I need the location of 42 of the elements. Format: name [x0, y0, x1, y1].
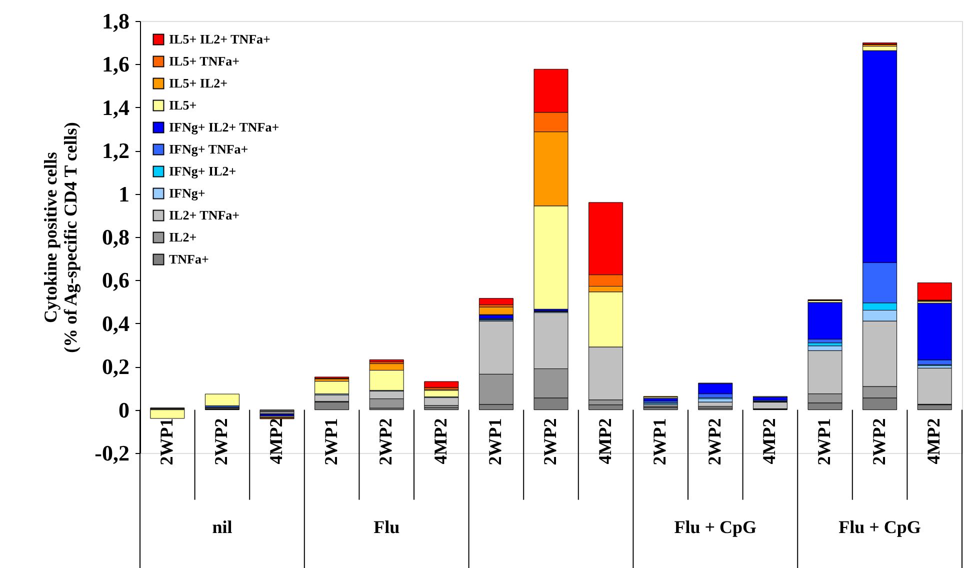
y-tick-label: 1,2 [102, 138, 130, 164]
x-tick-label: 4MP2 [594, 418, 615, 464]
y-tick-label: 1,6 [102, 52, 130, 77]
legend-label: IFNg+ IL2+ TNFa+ [169, 120, 280, 134]
y-tick-label: 0,8 [102, 224, 130, 250]
x-tick-label: 2WP1 [650, 418, 670, 466]
x-tick-label: 4MP2 [430, 418, 450, 464]
x-tick-label: 2WP2 [704, 418, 724, 466]
x-tick-label: 2WP2 [540, 418, 560, 466]
legend-label: IL5+ [169, 98, 197, 112]
legend-label: IL2+ TNFa+ [169, 208, 240, 222]
x-tick-label: 4MP2 [759, 418, 780, 464]
x-tick-label: 4MP2 [266, 418, 286, 464]
x-tick-label: 2WP1 [156, 418, 176, 466]
x-tick-label: 2WP2 [868, 418, 889, 466]
text: nil [212, 517, 232, 537]
y-tick-label: 1,8 [102, 8, 130, 34]
legend-label: IFNg+ IL2+ [169, 164, 236, 178]
y-axis-title: Cytokine positive cells (% of Ag-specific CD4 T cells) [40, 122, 81, 353]
x-tick-label: 4MP2 [924, 418, 944, 464]
legend-label: IL5+ TNFa+ [169, 54, 240, 68]
x-tick-label: 2WP1 [814, 418, 834, 466]
y-tick-label: 1 [118, 181, 130, 206]
y-tick-label: 0,6 [102, 268, 130, 293]
x-tick-label: 2WP1 [320, 418, 341, 466]
legend-label: TNFa+ [169, 252, 209, 266]
y-tick-label: 1,4 [102, 94, 130, 120]
legend-label: IFNg+ [169, 186, 206, 200]
y-tick-label: 0 [118, 397, 130, 422]
y-tick-label: -0,2 [94, 440, 130, 466]
legend-label: IL5+ IL2+ [169, 76, 228, 90]
text: Flu + CpG [674, 517, 757, 537]
legend-label: IFNg+ TNFa+ [169, 142, 248, 156]
text: Flu [374, 517, 400, 537]
legend-label: IL2+ [169, 230, 197, 244]
x-tick-label: 2WP1 [485, 418, 506, 466]
x-tick-label: 2WP2 [211, 418, 232, 466]
x-tick-label: 2WP2 [376, 418, 396, 466]
text: Flu + CpG [838, 517, 921, 537]
y-tick-label: 0,2 [102, 354, 130, 380]
legend-label: IL5+ IL2+ TNFa+ [169, 32, 270, 46]
y-tick-label: 0,4 [102, 310, 130, 336]
